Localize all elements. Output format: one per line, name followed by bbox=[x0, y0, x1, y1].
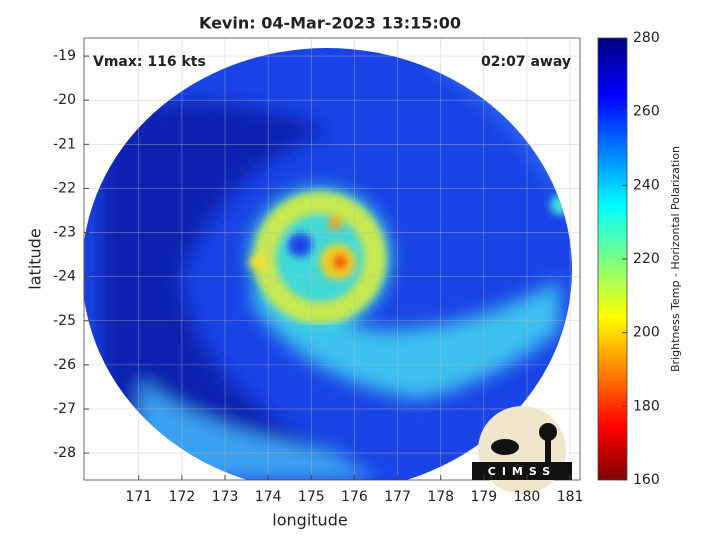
y-tick-label: -19 bbox=[53, 48, 76, 64]
logo-text: CIMSS bbox=[488, 465, 556, 478]
vmax-annotation: Vmax: 116 kts bbox=[93, 54, 206, 70]
logo: CIMSS bbox=[472, 406, 572, 494]
x-tick-label: 175 bbox=[298, 489, 325, 505]
y-tick-label: -25 bbox=[53, 313, 76, 329]
x-tick-label: 173 bbox=[212, 489, 239, 505]
chart-title: Kevin: 04-Mar-2023 13:15:00 bbox=[199, 14, 461, 33]
colorbar-label: Brightness Temp - Horizontal Polarizatio… bbox=[669, 146, 682, 372]
colorbar-tick-label: 220 bbox=[633, 251, 660, 267]
y-tick-label: -26 bbox=[53, 357, 76, 373]
x-tick-label: 174 bbox=[255, 489, 282, 505]
y-axis-label: latitude bbox=[26, 228, 45, 289]
colorbar-tick-label: 260 bbox=[633, 104, 660, 120]
y-tick-label: -28 bbox=[53, 445, 76, 461]
colorbar-tick-label: 200 bbox=[633, 325, 660, 341]
x-tick-label: 176 bbox=[341, 489, 368, 505]
colorbar-tick-label: 280 bbox=[633, 30, 660, 46]
y-tick-label: -20 bbox=[53, 92, 76, 108]
y-tick-label: -22 bbox=[53, 180, 76, 196]
plot-frame bbox=[83, 37, 581, 481]
x-tick-label: 177 bbox=[384, 489, 411, 505]
colorbar-tick-label: 180 bbox=[633, 398, 660, 414]
x-tick-label: 172 bbox=[169, 489, 196, 505]
x-tick-label: 179 bbox=[470, 489, 497, 505]
y-tick-label: -23 bbox=[53, 225, 76, 241]
colorbar-tick-label: 160 bbox=[633, 472, 660, 488]
x-axis-label: longitude bbox=[272, 511, 347, 530]
x-tick-label: 178 bbox=[427, 489, 454, 505]
time-annotation: 02:07 away bbox=[481, 54, 571, 70]
colorbar-tick-label: 240 bbox=[633, 177, 660, 193]
y-tick-label: -24 bbox=[53, 269, 76, 285]
x-tick-label: 180 bbox=[514, 489, 541, 505]
x-tick-label: 171 bbox=[125, 489, 152, 505]
y-tick-label: -27 bbox=[53, 401, 76, 417]
x-tick-label: 181 bbox=[557, 489, 584, 505]
satellite-image bbox=[84, 48, 572, 480]
y-tick-label: -21 bbox=[53, 136, 76, 152]
